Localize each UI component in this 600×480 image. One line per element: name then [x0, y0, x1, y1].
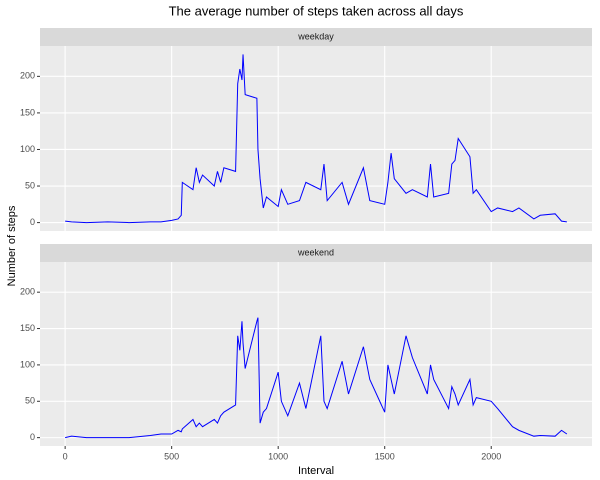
y-tick-label: 0	[30, 217, 35, 227]
data-line	[65, 54, 567, 224]
y-axis-title: Number of steps	[6, 205, 18, 286]
y-tick-label: 200	[20, 287, 35, 297]
strip-label: weekend	[297, 247, 334, 257]
strip-label: weekday	[297, 31, 334, 41]
panel	[40, 262, 592, 446]
y-tick-label: 0	[30, 432, 35, 442]
panel	[40, 46, 592, 231]
x-tick-label: 2000	[481, 451, 501, 461]
y-tick-label: 200	[20, 71, 35, 81]
y-tick-label: 50	[25, 396, 35, 406]
strip	[40, 28, 592, 46]
strip	[40, 244, 592, 262]
x-axis-title: Interval	[298, 465, 334, 477]
y-tick-label: 100	[20, 144, 35, 154]
y-tick-label: 100	[20, 359, 35, 369]
x-tick-label: 1000	[268, 451, 288, 461]
y-tick-label: 150	[20, 107, 35, 117]
chart-title: The average number of steps taken across…	[169, 3, 464, 18]
y-tick-label: 150	[20, 323, 35, 333]
x-tick-label: 1500	[375, 451, 395, 461]
x-tick-label: 500	[164, 451, 179, 461]
y-tick-label: 50	[25, 180, 35, 190]
data-line	[65, 317, 568, 439]
x-tick-label: 0	[63, 451, 68, 461]
